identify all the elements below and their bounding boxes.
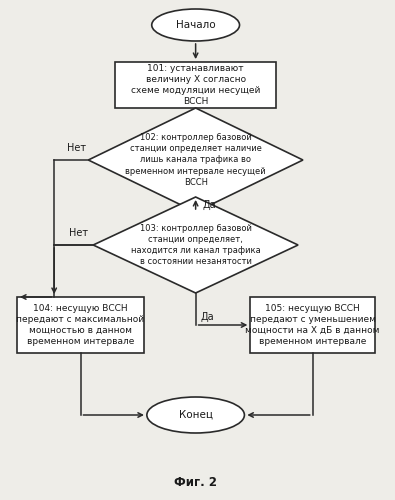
Text: Нет: Нет	[69, 228, 88, 238]
Text: 101: устанавливают
величину X согласно
схеме модуляции несущей
ВССН: 101: устанавливают величину X согласно с…	[131, 64, 260, 106]
Ellipse shape	[147, 397, 245, 433]
Text: 105: несущую ВССН
передают с уменьшением
мощности на X дБ в данном
временном инт: 105: несущую ВССН передают с уменьшением…	[245, 304, 380, 346]
Text: 103: контроллер базовой
станции определяет,
находится ли канал трафика
в состоян: 103: контроллер базовой станции определя…	[131, 224, 261, 266]
Polygon shape	[88, 108, 303, 212]
Text: Фиг. 2: Фиг. 2	[174, 476, 217, 488]
Text: 102: контроллер базовой
станции определяет наличие
лишь канала трафика во
времен: 102: контроллер базовой станции определя…	[125, 134, 266, 186]
Text: Да: Да	[203, 200, 216, 209]
Polygon shape	[93, 197, 298, 293]
Text: Конец: Конец	[179, 410, 213, 420]
Text: Начало: Начало	[176, 20, 215, 30]
Ellipse shape	[152, 9, 239, 41]
FancyBboxPatch shape	[115, 62, 276, 108]
Text: Да: Да	[201, 312, 214, 322]
Text: Нет: Нет	[67, 143, 86, 153]
FancyBboxPatch shape	[250, 297, 375, 353]
Text: 104: несущую ВССН
передают с максимальной
мощностью в данном
временном интервале: 104: несущую ВССН передают с максимально…	[17, 304, 145, 346]
FancyBboxPatch shape	[17, 297, 144, 353]
